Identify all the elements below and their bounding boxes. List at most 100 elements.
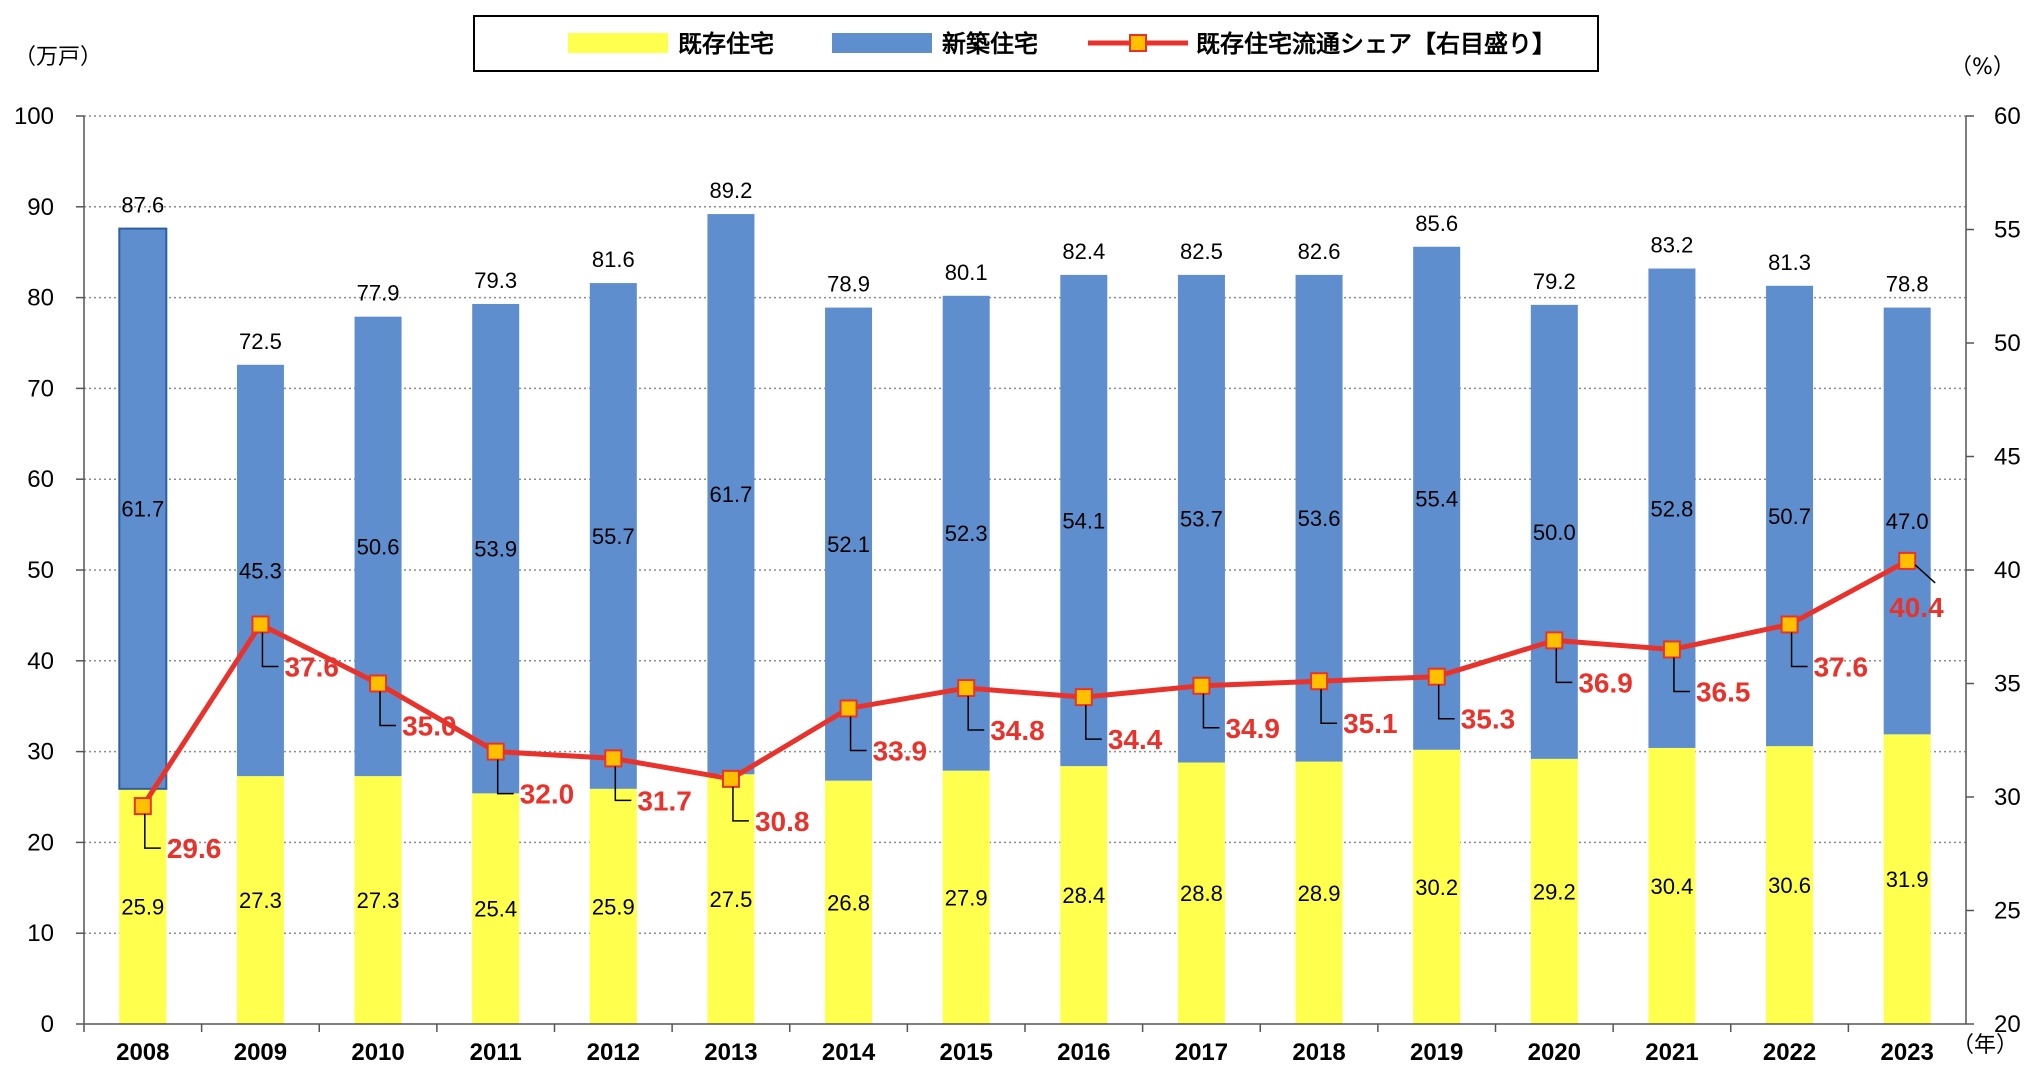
data-label-new: 52.1 <box>827 532 870 557</box>
bar-existing <box>472 793 520 1024</box>
data-label-new: 47.0 <box>1886 509 1929 534</box>
data-label-existing: 30.6 <box>1768 873 1811 898</box>
x-axis-tick-label: 2020 <box>1528 1039 1581 1066</box>
bar-existing <box>1177 762 1225 1024</box>
data-label-share: 31.7 <box>637 785 692 816</box>
bar-new-outline <box>118 227 168 790</box>
data-label-share: 36.5 <box>1696 676 1751 707</box>
data-label-share: 37.6 <box>1814 651 1869 682</box>
data-label-existing: 27.3 <box>239 888 282 913</box>
x-axis-tick-label: 2022 <box>1763 1039 1816 1066</box>
x-axis-tick-label: 2010 <box>351 1039 404 1066</box>
bar-new <box>707 214 755 775</box>
bars <box>118 214 1931 1024</box>
data-label-share: 34.8 <box>990 715 1045 746</box>
x-axis-tick-label: 2019 <box>1410 1039 1463 1066</box>
left-axis-unit: （万戸） <box>14 45 102 70</box>
data-label-share: 34.4 <box>1108 724 1163 755</box>
data-label-share: 29.6 <box>167 833 222 864</box>
bar-existing <box>1648 747 1696 1024</box>
legend-swatch-share-marker <box>1129 34 1147 52</box>
data-label-existing: 27.3 <box>357 888 400 913</box>
data-label-new: 50.0 <box>1533 520 1576 545</box>
left-axis-tick-label: 90 <box>27 194 54 221</box>
bar-existing <box>1883 734 1931 1024</box>
share-marker <box>721 769 740 788</box>
bar-new <box>1530 304 1578 759</box>
data-label-total: 81.6 <box>592 247 635 272</box>
bar-new <box>1648 268 1696 748</box>
bar-existing <box>1295 761 1343 1024</box>
share-marker <box>839 699 858 718</box>
bar-existing <box>825 780 873 1024</box>
share-marker <box>1310 672 1329 691</box>
left-axis-tick-label: 0 <box>41 1011 54 1038</box>
share-marker <box>1192 676 1211 695</box>
data-label-new: 53.6 <box>1298 506 1341 531</box>
data-label-existing: 28.4 <box>1062 883 1105 908</box>
data-label-total: 82.6 <box>1298 239 1341 264</box>
data-label-total: 78.9 <box>827 272 870 297</box>
share-marker <box>369 674 388 693</box>
x-axis-unit: （年） <box>1952 1033 2018 1058</box>
data-label-total: 82.5 <box>1180 239 1223 264</box>
share-leader-line <box>967 696 985 731</box>
data-label-share: 36.9 <box>1578 667 1633 698</box>
data-label-new: 52.3 <box>945 521 988 546</box>
data-label-total: 72.5 <box>239 329 282 354</box>
right-axis-tick-label: 25 <box>1994 898 2021 925</box>
share-leader-line <box>1202 693 1220 729</box>
x-axis-tick-label: 2013 <box>704 1039 757 1066</box>
data-label-share: 35.1 <box>1343 708 1398 739</box>
data-label-share: 35.3 <box>1461 704 1516 735</box>
bar-existing <box>1060 766 1108 1024</box>
data-label-share: 33.9 <box>873 735 928 766</box>
share-marker <box>251 615 270 634</box>
left-axis-tick-label: 50 <box>27 557 54 584</box>
left-axis-tick-label: 100 <box>14 103 54 130</box>
share-leader-line <box>732 786 749 822</box>
bar-new <box>1413 246 1461 750</box>
right-axis-tick-label: 30 <box>1994 784 2021 811</box>
share-leader-line <box>1320 689 1338 724</box>
bar-existing <box>119 788 167 1024</box>
left-axis-tick-label: 10 <box>27 920 54 947</box>
bar-new <box>1060 274 1108 767</box>
share-leader-line <box>1437 684 1455 720</box>
right-axis-tick-label: 45 <box>1994 444 2021 471</box>
left-axis-tick-label: 20 <box>27 829 54 856</box>
data-label-existing: 25.9 <box>592 894 635 919</box>
bar-existing <box>236 776 284 1024</box>
left-axis-tick-label: 40 <box>27 648 54 675</box>
bar-existing <box>1766 746 1814 1024</box>
share-marker <box>1427 667 1446 686</box>
data-label-total: 79.2 <box>1533 269 1576 294</box>
share-leader-line <box>144 814 161 849</box>
share-marker <box>957 679 976 698</box>
share-marker <box>604 749 623 768</box>
x-axis-tick-label: 2016 <box>1057 1039 1110 1066</box>
right-axis-tick-label: 55 <box>1994 217 2021 244</box>
data-label-total: 77.9 <box>357 281 400 306</box>
x-axis-tick-label: 2011 <box>470 1039 522 1066</box>
bar-existing <box>589 788 637 1024</box>
data-label-share: 37.6 <box>284 651 339 682</box>
right-axis-tick-label: 40 <box>1994 557 2021 584</box>
legend-swatch-new <box>832 33 932 53</box>
bar-existing <box>942 770 990 1024</box>
x-axis-tick-label: 2014 <box>822 1039 876 1066</box>
x-axis-tick-label: 2023 <box>1880 1039 1933 1066</box>
data-label-new: 50.6 <box>357 534 400 559</box>
share-marker <box>1780 615 1799 634</box>
share-leader-line <box>1914 564 1936 584</box>
data-label-share: 32.0 <box>520 779 575 810</box>
x-axis-tick-label: 2012 <box>587 1039 640 1066</box>
share-marker <box>1898 551 1917 570</box>
data-label-new: 54.1 <box>1062 509 1105 534</box>
gridlines <box>84 115 1966 934</box>
data-label-existing: 30.2 <box>1415 875 1458 900</box>
left-axis-tick-label: 70 <box>27 375 54 402</box>
data-label-existing: 28.8 <box>1180 881 1223 906</box>
